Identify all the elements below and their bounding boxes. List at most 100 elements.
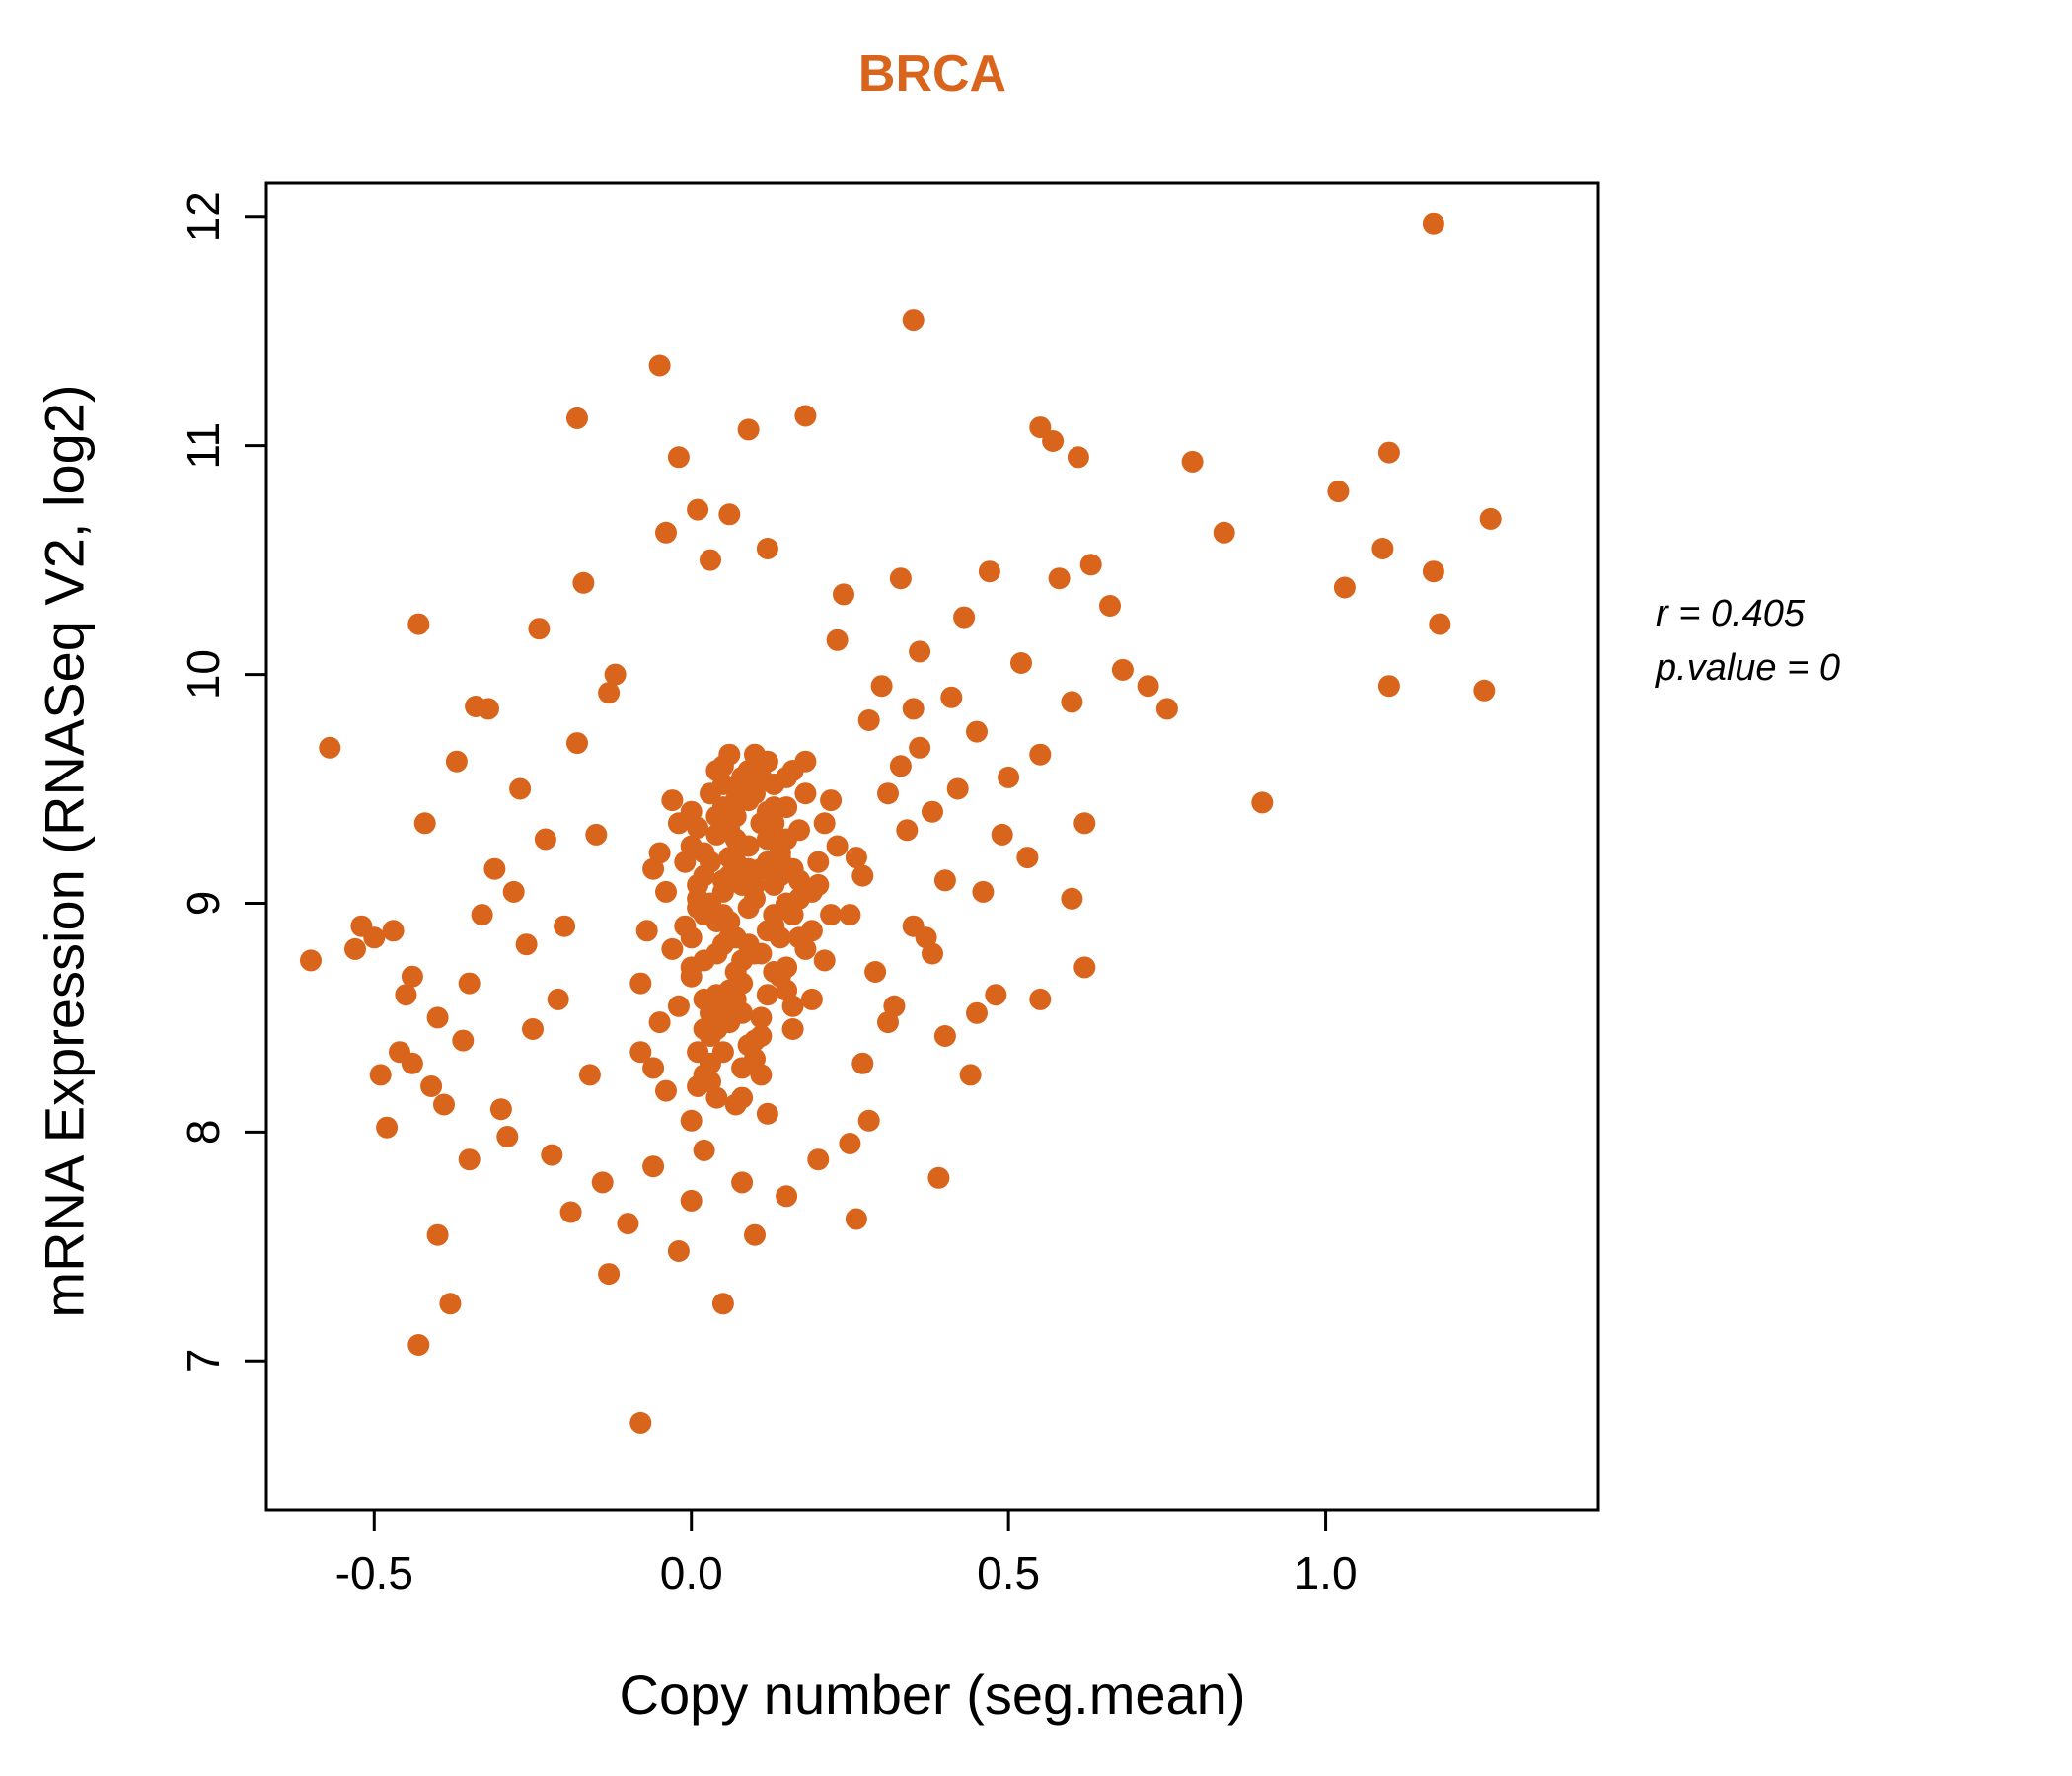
data-point: [1073, 956, 1096, 979]
data-point: [756, 1102, 778, 1125]
data-point: [776, 1185, 798, 1208]
data-point: [687, 873, 709, 896]
data-point: [559, 1201, 582, 1223]
data-point: [667, 995, 690, 1017]
data-point: [807, 851, 830, 873]
data-point: [680, 926, 703, 949]
y-tick-label: 7: [178, 1348, 229, 1373]
data-point: [966, 720, 988, 743]
data-point: [566, 732, 588, 755]
data-point: [648, 354, 671, 377]
data-point: [800, 920, 823, 942]
data-point: [655, 521, 677, 544]
data-point: [807, 1148, 830, 1171]
data-point: [1371, 538, 1394, 559]
data-point: [502, 880, 525, 903]
data-point: [820, 789, 843, 812]
data-point: [1061, 691, 1083, 713]
data-point: [800, 988, 823, 1010]
data-point: [680, 956, 703, 979]
data-point: [813, 812, 836, 835]
data-point: [946, 777, 969, 800]
data-point: [642, 1057, 665, 1079]
data-point: [413, 812, 436, 835]
data-point: [585, 823, 608, 846]
data-point: [661, 937, 684, 960]
data-point: [572, 571, 595, 594]
data-point: [598, 1263, 621, 1286]
data-point: [788, 819, 810, 842]
data-point: [972, 880, 995, 903]
data-point: [458, 1148, 481, 1171]
data-point: [680, 1109, 703, 1132]
data-point: [978, 560, 1000, 583]
x-tick-label: 1.0: [1295, 1547, 1358, 1598]
data-point: [864, 961, 887, 983]
data-point: [687, 816, 709, 839]
data-point: [845, 1208, 867, 1230]
data-point: [776, 796, 798, 819]
data-point: [483, 857, 506, 880]
data-point: [763, 904, 785, 926]
data-point: [1010, 652, 1032, 674]
y-tick-label: 12: [178, 191, 229, 242]
data-point: [667, 1240, 690, 1262]
data-point: [687, 1041, 709, 1064]
data-point: [1029, 416, 1052, 439]
data-point: [813, 949, 836, 972]
data-point: [927, 1166, 950, 1189]
data-point: [1079, 554, 1102, 576]
p-value: p.value = 0: [1656, 647, 1840, 690]
data-point: [966, 1001, 988, 1024]
data-point: [578, 1064, 601, 1086]
data-point: [769, 842, 791, 864]
data-point: [1029, 743, 1052, 766]
data-point: [781, 857, 804, 880]
data-point: [700, 782, 721, 805]
data-point: [1016, 847, 1039, 869]
data-point: [693, 842, 715, 864]
data-point: [933, 869, 956, 892]
data-point: [839, 904, 861, 926]
data-point: [642, 1155, 665, 1178]
data-point: [420, 1075, 443, 1097]
data-point: [680, 1189, 703, 1212]
data-point: [1061, 887, 1083, 910]
data-point: [319, 736, 341, 759]
data-point: [711, 904, 734, 926]
data-point: [902, 698, 925, 720]
data-point: [629, 1041, 652, 1064]
data-point: [452, 1029, 475, 1052]
data-point: [731, 1057, 754, 1079]
data-point: [718, 1011, 741, 1034]
data-point: [1111, 658, 1134, 681]
data-point: [985, 984, 1007, 1006]
data-point: [700, 1001, 721, 1024]
data-point: [604, 663, 627, 686]
data-point: [851, 1052, 874, 1074]
data-point: [1327, 481, 1350, 503]
x-tick-label: 0.5: [977, 1547, 1040, 1598]
r-value: r = 0.405: [1656, 593, 1806, 634]
data-point: [401, 1052, 423, 1074]
data-point: [674, 851, 697, 873]
data-point: [395, 984, 417, 1006]
data-point: [401, 965, 423, 988]
x-tick-label: -0.5: [335, 1547, 413, 1598]
data-point: [407, 613, 430, 635]
data-point: [522, 1018, 544, 1040]
data-point: [756, 984, 778, 1006]
y-tick-label: 9: [178, 891, 229, 917]
data-point: [667, 446, 690, 469]
data-point: [1473, 679, 1496, 702]
data-point: [693, 1139, 715, 1161]
data-point: [750, 1064, 773, 1086]
data-point: [718, 743, 741, 766]
y-axis-label: mRNA Expression (RNASeq V2, log2): [33, 384, 96, 1318]
data-point: [896, 819, 919, 842]
data-point: [705, 1086, 728, 1109]
data-point: [433, 1093, 455, 1116]
data-point: [826, 835, 849, 857]
